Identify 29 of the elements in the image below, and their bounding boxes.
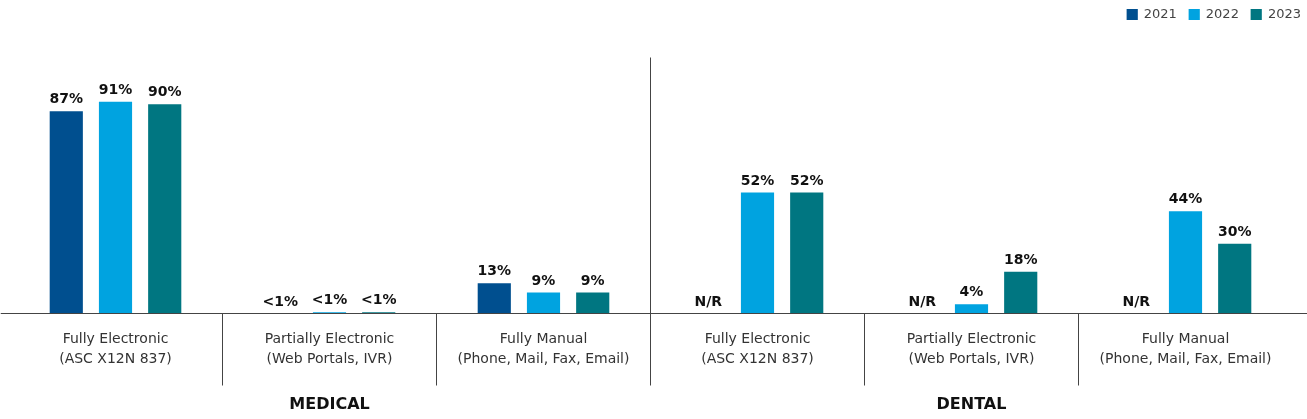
x-tick-label: Fully Electronic (ASC X12N 837) bbox=[701, 329, 814, 366]
x-tick-label: Fully Electronic (ASC X12N 837) bbox=[59, 329, 172, 366]
data-label: 91% bbox=[98, 80, 133, 97]
data-label: 52% bbox=[740, 171, 775, 188]
data-label: 30% bbox=[1217, 222, 1252, 239]
text: N/R bbox=[1122, 292, 1151, 309]
data-label: 44% bbox=[1168, 190, 1203, 207]
x-tick-label: Fully Manual (Phone, Mail, Fax, Email) bbox=[1099, 329, 1272, 366]
x-tick-label: Fully Manual (Phone, Mail, Fax, Email) bbox=[457, 329, 630, 366]
data-label: 52% bbox=[789, 171, 824, 188]
legend-label: 2021 bbox=[1143, 6, 1177, 21]
data-label: 4% bbox=[959, 283, 984, 300]
data-label: 90% bbox=[147, 83, 182, 100]
text: DENTAL bbox=[936, 393, 1007, 413]
data-label: 87% bbox=[49, 90, 84, 107]
x-tick-label: Partially Electronic (Web Portals, IVR) bbox=[264, 329, 395, 366]
data-label: <1% bbox=[311, 291, 348, 308]
data-label: 9% bbox=[580, 271, 605, 288]
legend-label: 2022 bbox=[1205, 6, 1239, 21]
legend-label: 2023 bbox=[1267, 6, 1301, 21]
text: <1% bbox=[262, 292, 299, 309]
data-label: 9% bbox=[531, 271, 556, 288]
data-label: 18% bbox=[1003, 250, 1038, 267]
text: N/R bbox=[694, 292, 723, 309]
text: MEDICAL bbox=[289, 393, 370, 413]
data-label: 13% bbox=[477, 262, 512, 279]
data-label: <1% bbox=[360, 291, 397, 308]
text: N/R bbox=[908, 292, 937, 309]
x-tick-label: Partially Electronic (Web Portals, IVR) bbox=[906, 329, 1037, 366]
